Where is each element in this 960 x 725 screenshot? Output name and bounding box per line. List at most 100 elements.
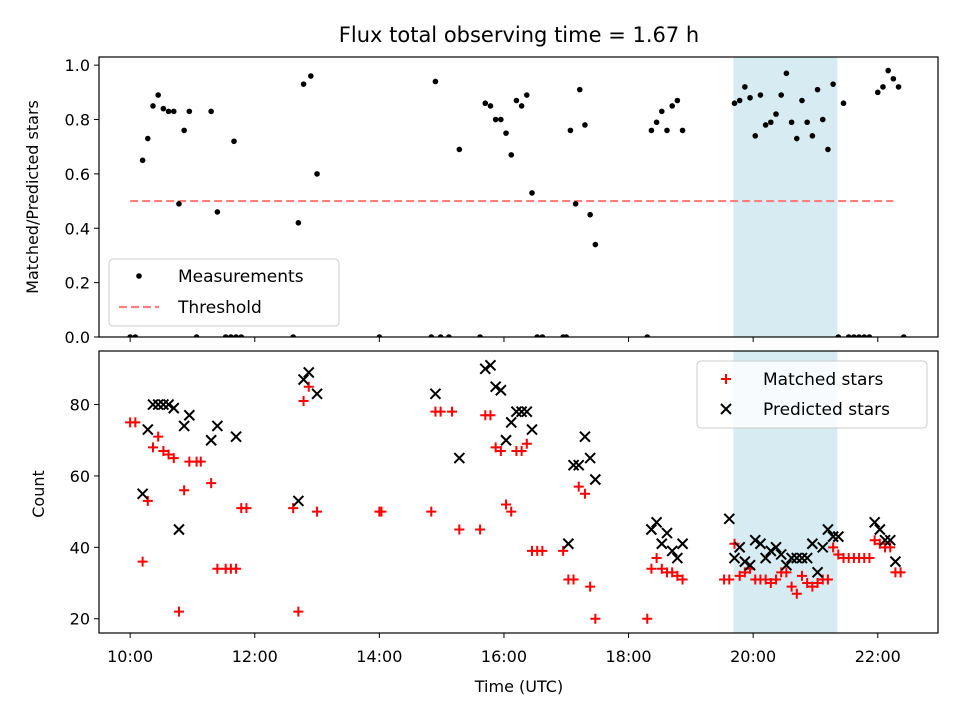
data-point [426, 506, 437, 517]
data-point [656, 538, 668, 550]
data-point [856, 334, 862, 337]
data-point [231, 138, 237, 145]
data-point [145, 135, 151, 142]
data-point [656, 563, 667, 574]
data-point [170, 108, 177, 115]
data-point [293, 606, 304, 617]
data-point [539, 334, 546, 337]
chart-title: Flux total observing time = 1.67 h [339, 23, 699, 47]
data-point [587, 211, 593, 218]
data-point [667, 567, 678, 578]
data-point [173, 606, 184, 617]
data-point [646, 563, 657, 574]
data-point [475, 524, 486, 535]
data-point [498, 116, 504, 123]
data-point [573, 481, 584, 492]
data-point [676, 538, 689, 550]
series-measurements [127, 67, 907, 337]
data-point [733, 541, 746, 554]
data-point [508, 152, 515, 158]
legend-label-predicted: Predicted stars [763, 400, 890, 420]
data-point [231, 563, 242, 574]
data-point [590, 613, 601, 624]
data-point [771, 574, 782, 585]
data-point [828, 542, 839, 553]
data-point [879, 534, 891, 546]
legend-frame [108, 258, 340, 327]
data-point [158, 445, 169, 456]
legend-marker-measurements [136, 273, 142, 279]
data-point [521, 405, 533, 418]
x-axis-label: Time (UTC) [474, 677, 563, 696]
data-point [760, 574, 771, 585]
data-point [495, 384, 507, 396]
data-point [734, 570, 745, 581]
data-point [137, 556, 148, 567]
data-point [238, 334, 245, 337]
data-point [757, 92, 764, 98]
y-tick-label: 1.0 [65, 56, 90, 75]
data-point [155, 92, 161, 98]
data-point [900, 334, 907, 337]
data-point [147, 442, 158, 453]
data-point [861, 334, 868, 337]
data-point [482, 100, 489, 107]
data-point [773, 111, 779, 117]
data-point [783, 70, 790, 77]
data-point [728, 552, 741, 564]
data-point [477, 334, 483, 337]
data-point [314, 171, 320, 177]
data-point [661, 527, 673, 539]
data-point [168, 453, 179, 464]
data-point [500, 434, 512, 446]
data-point [830, 81, 836, 87]
data-point [456, 146, 463, 153]
data-point [295, 220, 302, 226]
y-tick-label: 0.2 [65, 274, 90, 293]
data-point [788, 119, 795, 126]
data-point [492, 116, 499, 123]
data-point [567, 127, 574, 134]
data-point [759, 552, 772, 564]
data-point [233, 334, 239, 337]
data-point [152, 398, 164, 411]
data-point [165, 108, 172, 115]
data-point [292, 495, 305, 507]
data-point [809, 133, 816, 139]
data-point [679, 127, 686, 134]
data-point [150, 103, 156, 109]
data-point [642, 613, 653, 624]
data-point [749, 534, 761, 546]
data-point [300, 81, 307, 87]
data-point [567, 459, 580, 471]
data-point [585, 581, 596, 592]
data-point [518, 103, 525, 109]
data-point [179, 485, 190, 496]
data-point [211, 420, 224, 432]
data-point [521, 438, 532, 449]
bottom-legend: Matched stars Predicted stars [696, 360, 928, 429]
data-point [840, 100, 847, 107]
data-point [747, 94, 753, 101]
data-point [658, 108, 665, 115]
data-point [484, 359, 497, 371]
data-point [819, 116, 826, 123]
data-point [765, 545, 777, 557]
data-point [796, 570, 807, 581]
data-point [162, 398, 175, 411]
data-point [778, 92, 785, 98]
data-point [183, 409, 196, 421]
data-point [752, 133, 759, 139]
data-point [644, 334, 651, 337]
data-point [513, 97, 520, 104]
bottom-y-axis-label: Count [29, 470, 48, 518]
data-point [376, 506, 387, 517]
data-point [489, 380, 502, 393]
data-point [874, 523, 886, 536]
bottom-axes-frame [98, 350, 939, 634]
data-point [576, 86, 583, 93]
data-point [163, 449, 174, 460]
data-point [516, 445, 527, 456]
data-point [864, 553, 875, 564]
data-point [874, 538, 885, 549]
